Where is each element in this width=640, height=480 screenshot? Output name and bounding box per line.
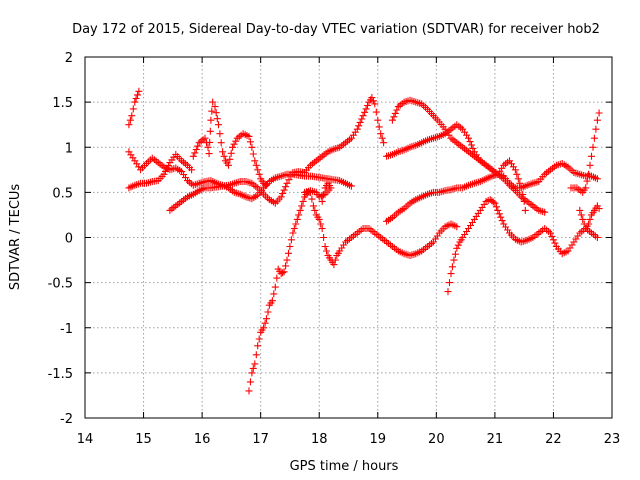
y-tick-label: -0.5 <box>48 277 73 292</box>
series-arc-l <box>567 109 603 196</box>
series-arc-a <box>125 87 143 129</box>
x-tick-label: 19 <box>370 432 387 447</box>
series-arc-f <box>245 188 461 395</box>
x-tick-label: 17 <box>252 432 269 447</box>
y-tick-label: 0.5 <box>52 186 73 201</box>
series-markers <box>388 96 529 214</box>
series-markers <box>125 151 196 192</box>
series-arc-k <box>444 196 601 296</box>
y-tick-label: -2 <box>60 412 73 427</box>
series-markers <box>301 179 335 205</box>
series-arc-m <box>576 202 603 232</box>
series-markers <box>567 109 603 196</box>
x-axis-label: GPS time / hours <box>290 459 399 474</box>
series-arc-c <box>125 151 196 192</box>
series-arc-i <box>388 96 529 214</box>
series-markers <box>576 202 603 232</box>
y-tick-label: 2 <box>65 51 73 66</box>
x-tick-labels: 14 15 16 17 18 19 20 21 22 23 <box>77 432 621 447</box>
y-tick-label: 1.5 <box>52 96 73 111</box>
series-markers <box>166 94 388 214</box>
x-tick-label: 22 <box>545 432 562 447</box>
x-tick-label: 23 <box>604 432 621 447</box>
series-arc-g <box>301 179 335 205</box>
series-arc-d <box>189 98 270 189</box>
series-arc-j <box>383 160 601 225</box>
x-tick-label: 14 <box>77 432 94 447</box>
chart-title: Day 172 of 2015, Sidereal Day-to-day VTE… <box>72 22 600 37</box>
x-tick-label: 18 <box>311 432 328 447</box>
x-tick-label: 21 <box>487 432 504 447</box>
y-tick-labels: -2 -1.5 -1 -0.5 0 0.5 1 1.5 2 <box>48 51 73 427</box>
series-markers <box>189 98 270 189</box>
series-markers <box>383 160 601 225</box>
y-axis-label: SDTVAR / TECUs <box>8 184 23 291</box>
y-tick-label: -1.5 <box>48 367 73 382</box>
x-tick-label: 16 <box>194 432 211 447</box>
series-markers <box>444 196 601 296</box>
axis-ticks <box>84 56 613 419</box>
y-tick-label: 1 <box>65 141 73 156</box>
x-tick-label: 15 <box>135 432 152 447</box>
series-markers <box>245 188 461 395</box>
data-series <box>125 87 603 395</box>
series-markers <box>125 87 143 129</box>
series-arc-e <box>166 94 388 214</box>
y-tick-label: 0 <box>65 232 73 247</box>
x-tick-label: 20 <box>428 432 445 447</box>
y-tick-label: -1 <box>60 322 73 337</box>
